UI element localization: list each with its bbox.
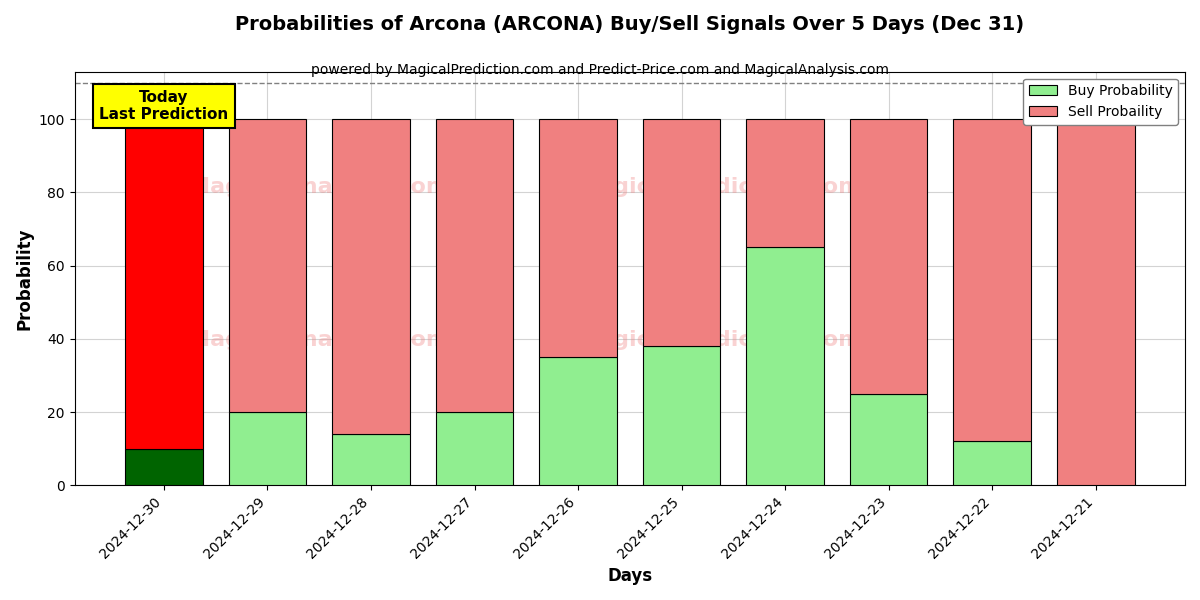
Text: MagicalAnalysis.com: MagicalAnalysis.com: [188, 331, 450, 350]
Text: MagicalAnalysis.com: MagicalAnalysis.com: [188, 178, 450, 197]
Bar: [643, 119, 720, 346]
Bar: [332, 434, 410, 485]
Bar: [1057, 119, 1134, 485]
Bar: [125, 449, 203, 485]
Text: powered by MagicalPrediction.com and Predict-Price.com and MagicalAnalysis.com: powered by MagicalPrediction.com and Pre…: [311, 63, 889, 77]
Bar: [953, 442, 1031, 485]
Bar: [643, 346, 720, 485]
Title: Probabilities of Arcona (ARCONA) Buy/Sell Signals Over 5 Days (Dec 31): Probabilities of Arcona (ARCONA) Buy/Sel…: [235, 15, 1025, 34]
Bar: [953, 119, 1031, 442]
X-axis label: Days: Days: [607, 567, 653, 585]
Bar: [436, 412, 514, 485]
Bar: [539, 357, 617, 485]
Bar: [850, 119, 928, 394]
Text: MagicalPrediction.com: MagicalPrediction.com: [576, 331, 862, 350]
Bar: [436, 119, 514, 412]
Bar: [332, 119, 410, 434]
Bar: [229, 119, 306, 412]
Bar: [850, 394, 928, 485]
Bar: [229, 412, 306, 485]
Bar: [539, 119, 617, 357]
Text: MagicalPrediction.com: MagicalPrediction.com: [576, 178, 862, 197]
Bar: [125, 119, 203, 449]
Y-axis label: Probability: Probability: [16, 227, 34, 330]
Bar: [746, 119, 824, 247]
Text: Today
Last Prediction: Today Last Prediction: [100, 90, 228, 122]
Bar: [746, 247, 824, 485]
Legend: Buy Probability, Sell Probaility: Buy Probability, Sell Probaility: [1024, 79, 1178, 125]
